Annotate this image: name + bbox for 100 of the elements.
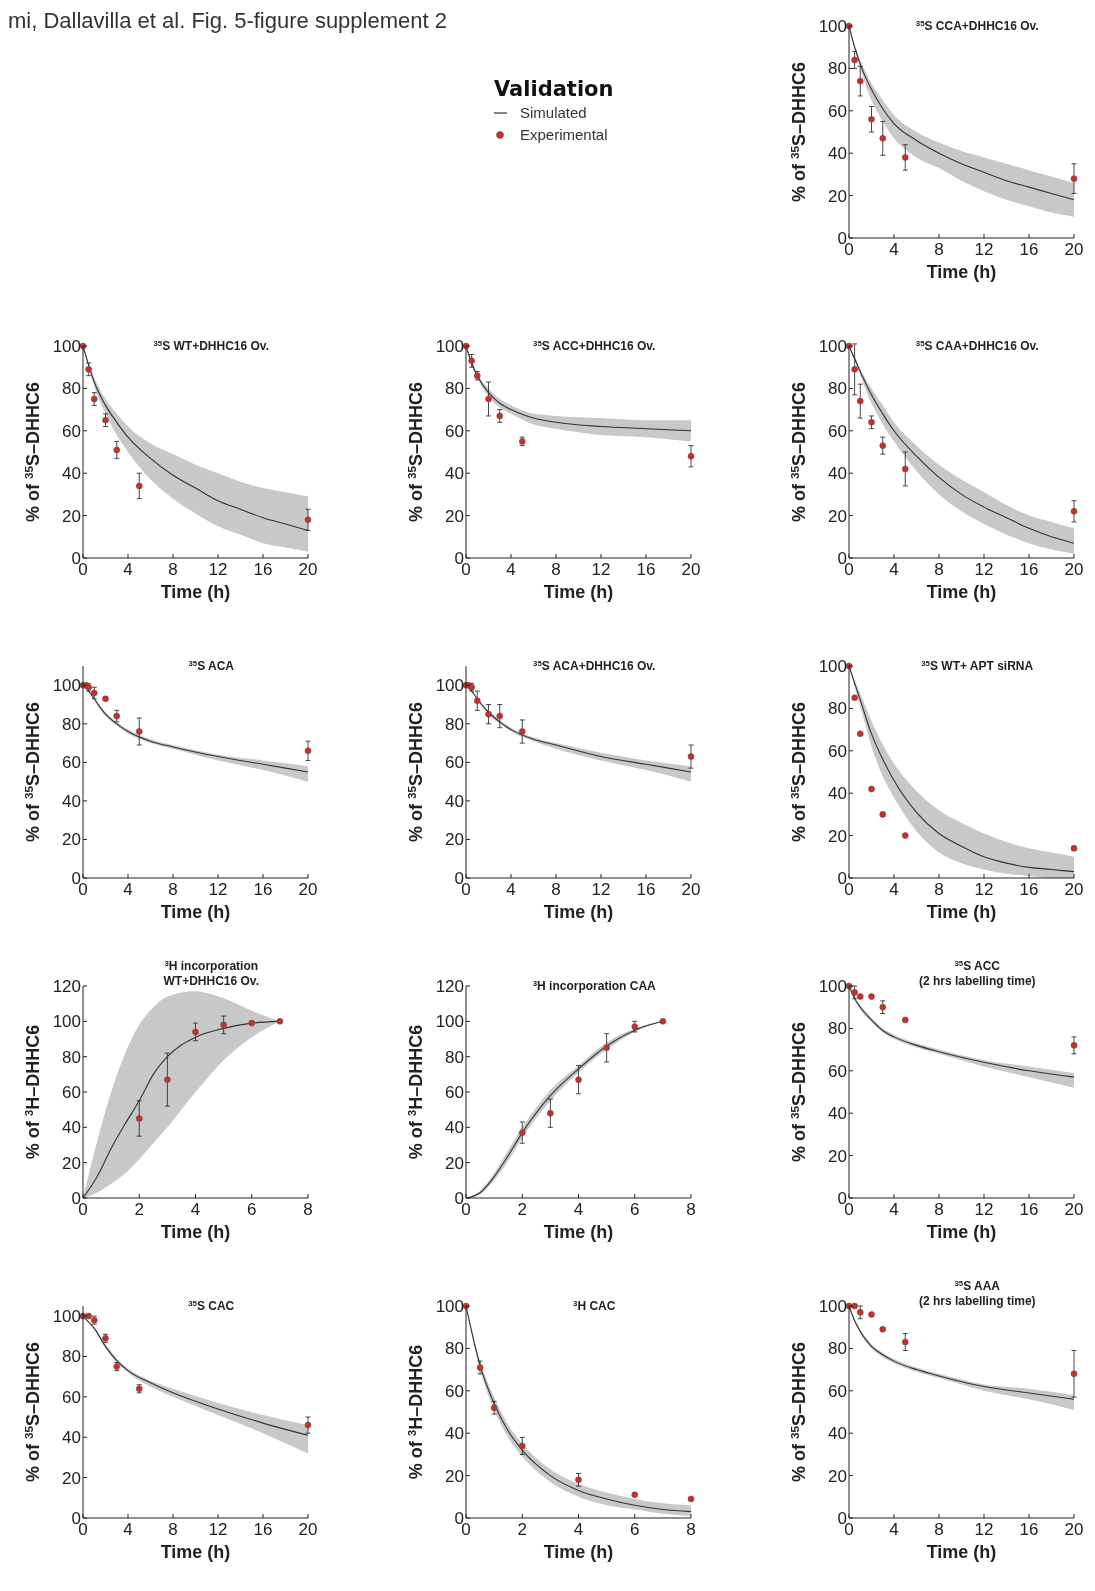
x-tick-label: 16 <box>1019 880 1039 899</box>
point <box>1070 175 1078 182</box>
point <box>473 697 481 704</box>
x-tick-label: 12 <box>974 1200 994 1219</box>
x-tick-label: 2 <box>134 1200 144 1219</box>
point <box>687 753 695 760</box>
chart-title: $^{3}$H incorporation CAA <box>532 978 657 993</box>
x-tick-label: 4 <box>123 880 133 899</box>
x-tick-label: 4 <box>889 1200 899 1219</box>
point <box>901 1338 909 1346</box>
y-tick-label: 100 <box>818 16 847 36</box>
x-tick-label: 16 <box>253 880 273 899</box>
x-tick-label: 16 <box>1019 1520 1039 1539</box>
y-tick-label: 80 <box>828 1019 847 1039</box>
y-tick-label: 60 <box>62 1387 81 1407</box>
x-tick-label: 12 <box>208 880 228 899</box>
x-tick-label: 20 <box>298 560 318 579</box>
y-tick-label: 80 <box>62 714 81 734</box>
y-tick-label: 80 <box>445 1339 464 1359</box>
point <box>631 1491 639 1498</box>
point <box>304 1421 312 1429</box>
y-tick-label: 80 <box>828 699 847 719</box>
chart-title: $^{35}$S ACA <box>188 658 235 673</box>
point <box>1070 1042 1078 1049</box>
point <box>879 1326 887 1333</box>
x-tick-label: 16 <box>636 560 656 579</box>
y-tick-label: 60 <box>828 741 847 761</box>
x-tick-label: 12 <box>974 240 994 259</box>
y-tick-label: 40 <box>445 791 464 811</box>
point <box>192 1028 199 1036</box>
x-tick-label: 4 <box>889 240 899 259</box>
x-tick-label: 12 <box>208 1520 228 1539</box>
point <box>304 516 312 524</box>
y-tick-label: 80 <box>445 714 464 734</box>
x-tick-label: 8 <box>686 1520 696 1539</box>
point <box>901 465 909 473</box>
point <box>687 452 695 460</box>
y-tick-label: 60 <box>828 421 847 441</box>
point <box>603 1044 610 1052</box>
x-axis-title: Time (h) <box>543 1542 614 1562</box>
x-tick-label: 4 <box>123 560 133 579</box>
point <box>518 1129 526 1136</box>
y-tick-label: 120 <box>435 976 464 996</box>
point <box>485 710 492 718</box>
point <box>476 1364 484 1371</box>
y-tick-label: 60 <box>445 1381 464 1401</box>
x-tick-label: 4 <box>889 1520 899 1539</box>
y-tick-label: 40 <box>445 1118 464 1138</box>
point <box>856 77 864 85</box>
y-tick-label: 100 <box>52 1307 81 1327</box>
y-tick-label: 20 <box>62 506 81 526</box>
point <box>102 695 109 703</box>
y-tick-label: 80 <box>445 379 464 399</box>
x-axis-title: Time (h) <box>160 1222 231 1242</box>
chart-subtitle: (2 hrs labelling time) <box>918 1294 1036 1308</box>
x-tick-label: 4 <box>506 880 516 899</box>
y-tick-label: 20 <box>828 506 847 526</box>
x-tick-label: 8 <box>934 1200 944 1219</box>
y-tick-label: 20 <box>828 826 847 846</box>
chart-title: $^{35}$S ACC+DHHC16 Ov. <box>533 338 656 353</box>
y-tick-label: 40 <box>445 464 464 484</box>
point <box>220 1021 227 1029</box>
y-tick-label: 40 <box>62 1428 81 1448</box>
chart-title: $^{35}$S CAA+DHHC16 Ov. <box>915 338 1039 353</box>
chart-title: $^{35}$S CCA+DHHC16 Ov. <box>915 18 1039 33</box>
chart-title: $^{35}$S AAA <box>954 1278 1001 1293</box>
point <box>135 728 143 735</box>
x-tick-label: 20 <box>298 880 318 899</box>
x-tick-label: 16 <box>1019 1200 1039 1219</box>
chart-title: $^{35}$S ACA+DHHC16 Ov. <box>533 658 656 673</box>
point <box>135 1115 143 1122</box>
x-tick-label: 16 <box>1019 240 1039 259</box>
y-tick-label: 40 <box>62 791 81 811</box>
y-tick-label: 80 <box>62 379 81 399</box>
point <box>901 154 909 161</box>
x-tick-label: 6 <box>630 1520 640 1539</box>
y-tick-label: 100 <box>435 336 464 356</box>
x-tick-label: 8 <box>551 880 561 899</box>
chart-title: $^{3}$H incorporation <box>164 958 259 973</box>
y-tick-label: 20 <box>828 1466 847 1486</box>
y-tick-label: 20 <box>445 830 464 850</box>
point <box>868 419 875 426</box>
x-tick-label: 20 <box>681 880 701 899</box>
y-tick-label: 80 <box>828 59 847 79</box>
x-tick-label: 12 <box>591 880 611 899</box>
point <box>1070 508 1078 515</box>
x-axis-title: Time (h) <box>160 582 231 602</box>
x-tick-label: 16 <box>253 1520 273 1539</box>
x-tick-label: 6 <box>630 1200 640 1219</box>
x-tick-label: 4 <box>506 560 516 579</box>
x-axis-title: Time (h) <box>543 582 614 602</box>
x-tick-label: 20 <box>1064 1200 1084 1219</box>
point <box>276 1018 284 1025</box>
y-tick-label: 100 <box>52 676 81 696</box>
legend-title: Validation <box>494 77 614 101</box>
chart-subtitle: WT+DHHC16 Ov. <box>163 974 259 988</box>
y-tick-label: 60 <box>62 421 81 441</box>
point <box>851 694 858 702</box>
y-tick-label: 100 <box>818 976 847 996</box>
y-tick-label: 40 <box>445 1424 464 1444</box>
